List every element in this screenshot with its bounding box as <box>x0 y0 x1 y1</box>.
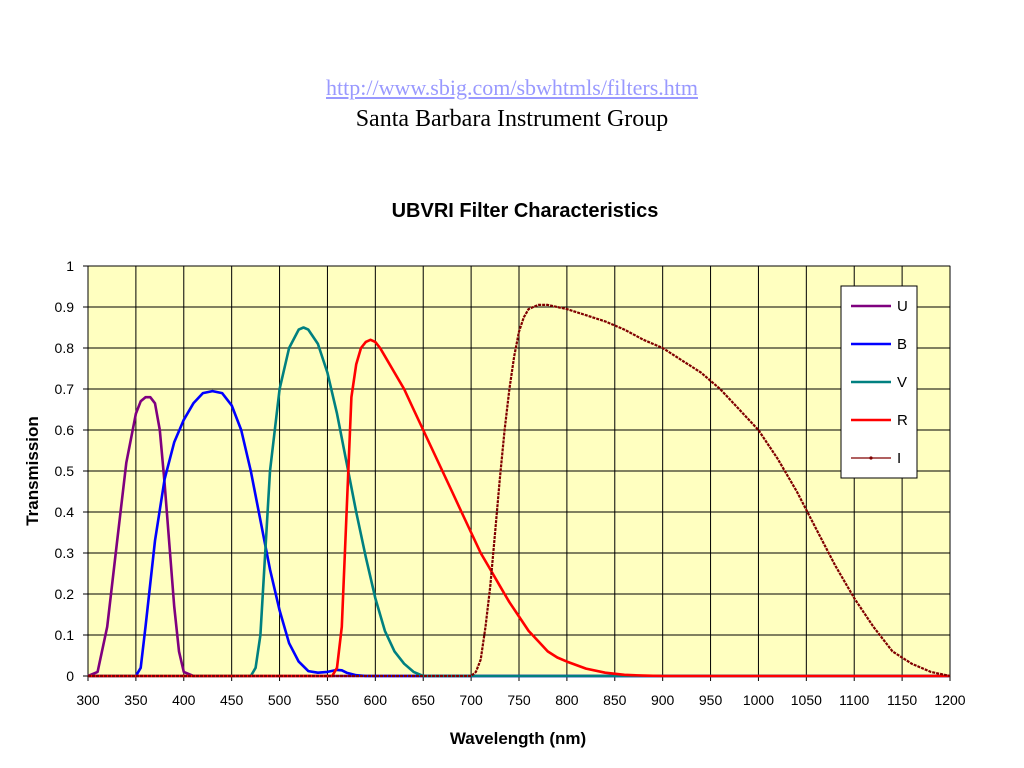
x-tick-label: 700 <box>459 692 483 708</box>
x-axis-label: Wavelength (nm) <box>450 729 586 748</box>
y-tick-label: 0.7 <box>55 381 75 397</box>
org-name: Santa Barbara Instrument Group <box>355 106 669 132</box>
legend-label-I: I <box>897 450 901 467</box>
y-tick-label: 0.9 <box>55 299 75 315</box>
y-tick-label: 0 <box>66 668 74 684</box>
y-tick-label: 0.4 <box>55 504 75 520</box>
x-tick-label: 1150 <box>887 692 917 708</box>
y-tick-label: 0.2 <box>55 586 75 602</box>
legend-label-B: B <box>897 336 907 353</box>
y-tick-label: 0.3 <box>55 545 75 561</box>
y-tick-label: 0.6 <box>55 422 75 438</box>
x-tick-label: 800 <box>555 692 579 708</box>
x-tick-label: 900 <box>651 692 675 708</box>
series-line-U <box>87 395 950 678</box>
x-tick-label: 400 <box>172 692 196 708</box>
x-tick-label: 1200 <box>934 692 965 708</box>
legend-label-U: U <box>897 298 908 315</box>
series-line-R <box>88 338 950 678</box>
legend: U B V R I <box>840 285 918 479</box>
y-tick-label: 0.8 <box>55 340 75 356</box>
tick-labels: 300 350 400 450 500 550 600 650 700 750 800 850 900 9… <box>55 258 966 708</box>
x-tick-label: 450 <box>220 692 244 708</box>
y-tick-label: 0.5 <box>55 463 75 479</box>
x-tick-label: 950 <box>699 692 723 708</box>
x-tick-label: 1050 <box>791 692 822 708</box>
legend-marker-I <box>869 456 873 460</box>
x-tick-label: 500 <box>268 692 292 708</box>
x-tick-label: 850 <box>603 692 627 708</box>
series-line-I <box>88 303 951 678</box>
x-tick-label: 750 <box>507 692 531 708</box>
series-layer <box>87 303 951 678</box>
source-link[interactable]: http://www.sbig.com/sbwhtmls/filters.htm <box>326 75 698 100</box>
chart-title: UBVRI Filter Characteristics <box>392 200 659 222</box>
x-tick-label: 1100 <box>839 692 869 708</box>
y-tick-label: 1 <box>66 258 74 274</box>
legend-label-V: V <box>897 374 907 391</box>
x-tick-label: 600 <box>364 692 388 708</box>
x-tick-label: 550 <box>316 692 340 708</box>
series-line-B <box>88 389 950 678</box>
series-line-V <box>88 326 950 678</box>
x-tick-label: 350 <box>124 692 148 708</box>
y-tick-label: 0.1 <box>55 627 75 643</box>
header: http://www.sbig.com/sbwhtmls/filters.htm… <box>0 72 1024 134</box>
legend-label-R: R <box>897 412 908 429</box>
x-tick-label: 300 <box>76 692 100 708</box>
x-tick-label: 650 <box>412 692 436 708</box>
y-axis-label: Transmission <box>23 416 42 526</box>
x-tick-label: 1000 <box>743 692 774 708</box>
